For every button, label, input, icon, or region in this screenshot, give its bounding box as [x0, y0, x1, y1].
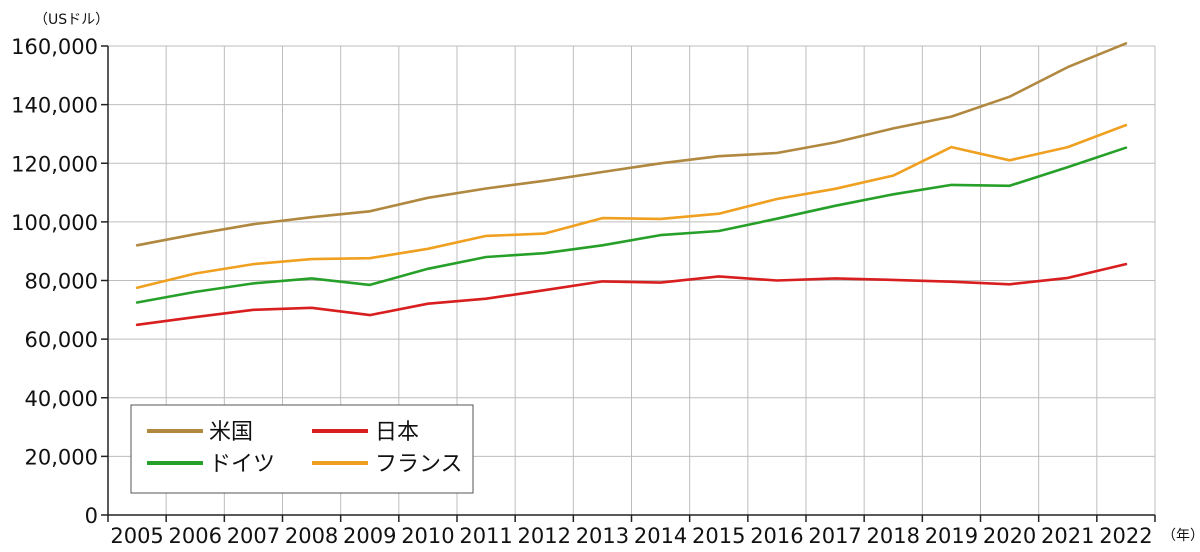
x-tick-label: 2015 [692, 524, 745, 548]
legend-label-japan: 日本 [375, 420, 419, 445]
x-tick-label: 2010 [401, 524, 454, 548]
legend-item-japan: 日本 [312, 420, 419, 445]
y-tick-label: 160,000 [11, 35, 98, 59]
x-tick-label: 2013 [576, 524, 629, 548]
y-axis-unit-label: （USドル） [34, 12, 109, 28]
legend-label-usa: 米国 [209, 420, 253, 445]
y-tick-label: 60,000 [25, 328, 98, 352]
y-tick-label: 140,000 [11, 94, 98, 118]
x-tick-label: 2012 [518, 524, 571, 548]
series-line-japan [135, 262, 1128, 327]
series-line-france [135, 123, 1128, 290]
y-tick-label: 120,000 [11, 152, 98, 176]
legend-item-usa: 米国 [147, 420, 253, 445]
x-tick-label: 2005 [110, 524, 163, 548]
series-line-usa [135, 42, 1128, 247]
legend: 米国 日本 ドイツ フランス [130, 404, 474, 494]
x-axis-unit-label: （年） [1162, 528, 1200, 544]
legend-label-france: フランス [375, 452, 463, 477]
x-tick-label: 2020 [983, 524, 1036, 548]
y-tick-label: 100,000 [11, 211, 98, 235]
axes: 0 20,000 40,000 60,000 80,000 100,000 120,000 1… [11, 35, 1156, 548]
y-tick-label: 20,000 [25, 445, 98, 469]
x-tick-label: 2016 [750, 524, 803, 548]
x-tick-label: 2014 [634, 524, 687, 548]
series-line-germany [135, 146, 1128, 304]
x-tick-label: 2019 [925, 524, 978, 548]
y-tick-label: 80,000 [25, 270, 98, 294]
y-tick-label: 40,000 [25, 387, 98, 411]
x-tick-label: 2006 [169, 524, 222, 548]
legend-item-germany: ドイツ [147, 452, 275, 477]
legend-item-france: フランス [312, 452, 463, 477]
x-tick-label: 2021 [1041, 524, 1094, 548]
x-tick-label: 2009 [343, 524, 396, 548]
legend-box [130, 404, 474, 494]
x-tick-label: 2022 [1099, 524, 1152, 548]
legend-label-germany: ドイツ [209, 452, 275, 477]
x-tick-label: 2018 [867, 524, 920, 548]
x-tick-label: 2011 [459, 524, 512, 548]
x-tick-label: 2008 [285, 524, 338, 548]
x-tick-label: 2017 [808, 524, 861, 548]
x-tick-label: 2007 [227, 524, 280, 548]
series-lines [135, 42, 1128, 327]
y-tick-label: 0 [85, 504, 98, 528]
